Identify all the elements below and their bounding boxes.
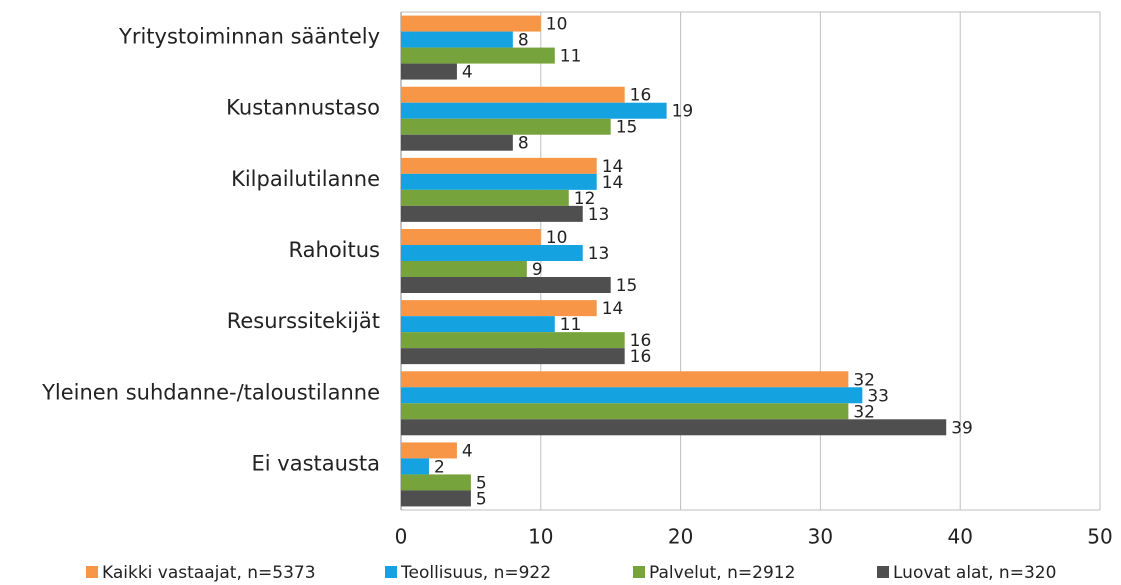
value-label: 33 — [867, 386, 889, 406]
value-label: 19 — [672, 102, 694, 122]
y-tick-label: Kustannustaso — [226, 96, 380, 120]
legend-swatch — [86, 566, 98, 578]
value-label: 16 — [630, 86, 652, 106]
value-label: 14 — [602, 299, 624, 319]
bar — [401, 419, 947, 436]
value-label: 14 — [602, 173, 624, 193]
legend-label: Kaikki vastaajat, n=5373 — [102, 563, 316, 583]
bar — [401, 403, 849, 420]
x-tick-label: 0 — [395, 525, 408, 549]
bar — [401, 134, 513, 151]
legend-label: Luovat alat, n=320 — [893, 563, 1056, 583]
bar — [401, 86, 625, 103]
value-label: 32 — [853, 370, 875, 390]
value-label: 5 — [476, 489, 487, 509]
value-label: 16 — [630, 331, 652, 351]
bar — [401, 173, 597, 190]
value-label: 9 — [532, 260, 543, 280]
value-label: 4 — [462, 441, 473, 461]
bar — [401, 205, 583, 222]
value-label: 10 — [546, 15, 568, 35]
value-label: 12 — [574, 189, 596, 209]
value-label: 4 — [462, 63, 473, 83]
value-label: 13 — [588, 244, 610, 264]
value-label: 2 — [434, 457, 445, 477]
bar — [401, 277, 611, 293]
value-label: 15 — [616, 118, 638, 138]
value-label: 16 — [630, 347, 652, 367]
bar — [401, 118, 611, 135]
bar — [401, 387, 863, 404]
bar — [401, 229, 541, 245]
bar — [401, 316, 555, 333]
y-tick-label: Kilpailutilanne — [231, 167, 380, 191]
x-tick-label: 40 — [947, 525, 972, 549]
y-tick-label: Ei vastausta — [252, 451, 380, 475]
bar — [401, 189, 569, 206]
legend-label: Palvelut, n=2912 — [649, 563, 795, 583]
y-tick-label: Yritystoiminnan sääntely — [118, 25, 380, 49]
legend-swatch — [877, 566, 889, 578]
bar — [401, 15, 541, 32]
value-label: 39 — [951, 418, 973, 438]
bar — [401, 332, 625, 349]
bar — [401, 261, 527, 277]
value-label: 11 — [560, 47, 582, 67]
y-tick-label: Rahoitus — [289, 238, 380, 262]
bar — [401, 490, 471, 507]
bar — [401, 245, 583, 261]
value-label: 10 — [546, 228, 568, 248]
x-tick-label: 50 — [1087, 525, 1112, 549]
bar — [401, 371, 849, 388]
value-label: 8 — [518, 31, 529, 51]
value-label: 32 — [853, 402, 875, 422]
bar — [401, 102, 667, 119]
bar — [401, 442, 457, 459]
bar — [401, 47, 555, 64]
legend-label: Teollisuus, n=922 — [400, 563, 551, 583]
value-label: 13 — [588, 205, 610, 225]
x-tick-label: 30 — [808, 525, 833, 549]
bar — [401, 157, 597, 174]
legend-swatch — [633, 566, 645, 578]
bar — [401, 63, 457, 80]
bar — [401, 31, 513, 48]
value-label: 8 — [518, 134, 529, 154]
bar — [401, 458, 429, 475]
x-tick-label: 20 — [668, 525, 693, 549]
bar — [401, 348, 625, 365]
value-label: 5 — [476, 473, 487, 493]
x-tick-label: 10 — [528, 525, 553, 549]
value-label: 14 — [602, 157, 624, 177]
value-label: 11 — [560, 315, 582, 335]
legend-swatch — [385, 566, 397, 578]
y-tick-label: Yleinen suhdanne-/taloustilanne — [41, 380, 380, 404]
bar — [401, 300, 597, 317]
y-tick-label: Resurssitekijät — [227, 309, 380, 333]
bar — [401, 474, 471, 491]
value-label: 15 — [616, 276, 638, 296]
